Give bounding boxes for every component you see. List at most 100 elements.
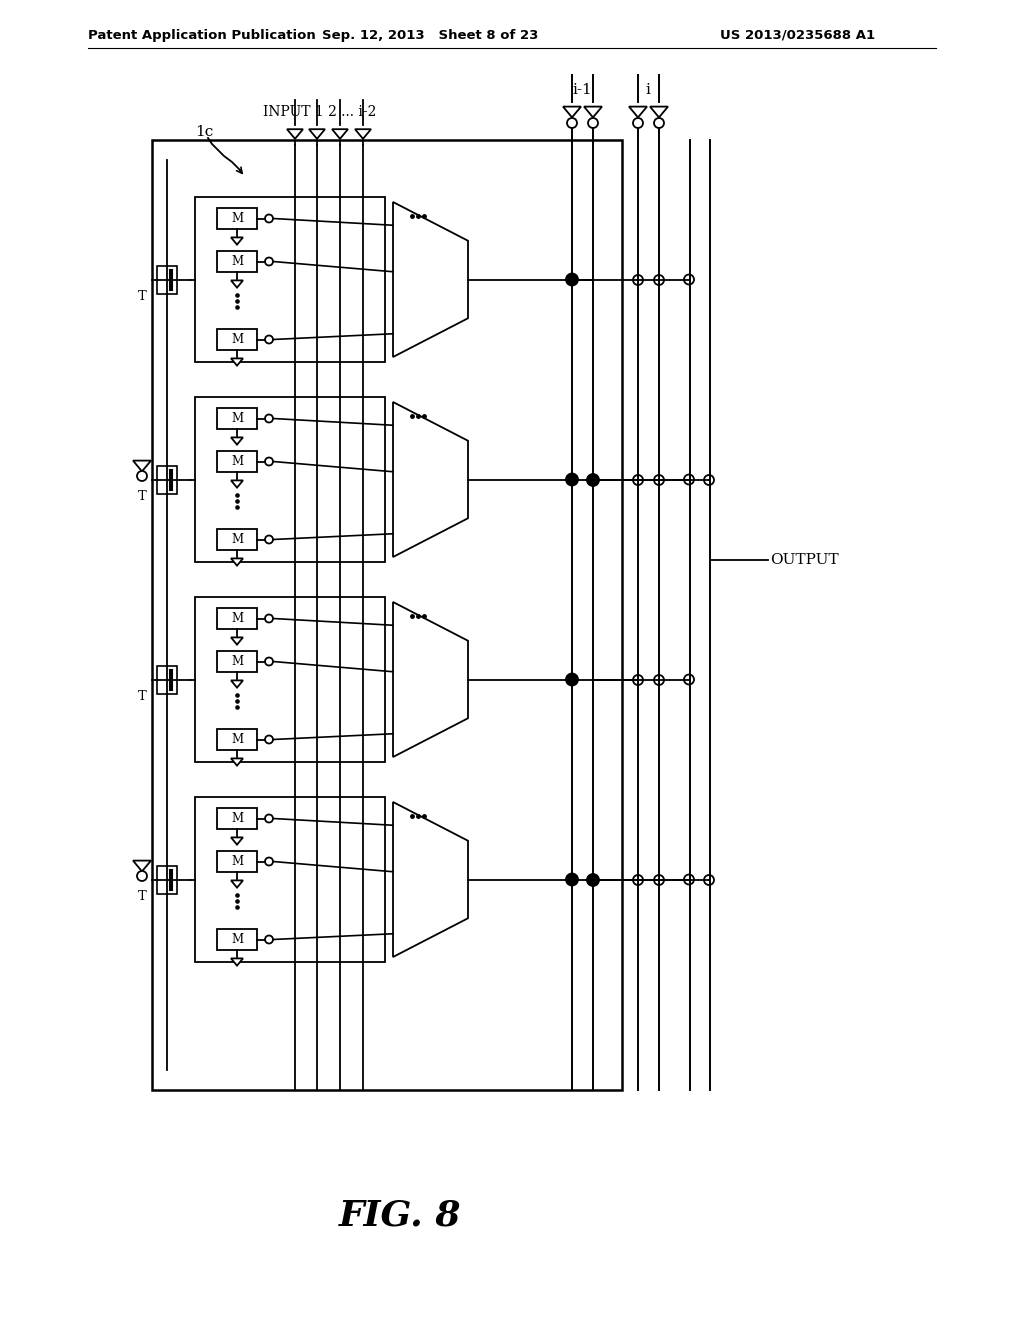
Bar — [157, 667, 177, 694]
Polygon shape — [231, 437, 243, 445]
Circle shape — [566, 673, 578, 685]
Text: M: M — [231, 455, 243, 469]
Bar — [157, 267, 177, 294]
Bar — [217, 651, 257, 672]
Bar — [217, 851, 257, 873]
Polygon shape — [231, 680, 243, 688]
Circle shape — [265, 335, 273, 343]
Circle shape — [587, 874, 599, 886]
Bar — [217, 729, 257, 750]
Text: FIG. 8: FIG. 8 — [339, 1199, 461, 1232]
Bar — [217, 808, 257, 829]
Text: M: M — [231, 933, 243, 946]
Circle shape — [654, 875, 664, 884]
Text: Patent Application Publication: Patent Application Publication — [88, 29, 315, 41]
Circle shape — [633, 475, 643, 484]
Polygon shape — [309, 129, 325, 139]
Circle shape — [265, 458, 273, 466]
Text: T: T — [137, 289, 146, 302]
Bar — [217, 529, 257, 550]
Polygon shape — [393, 803, 468, 957]
Circle shape — [566, 474, 578, 486]
Text: OUTPUT: OUTPUT — [770, 553, 839, 568]
Circle shape — [566, 273, 578, 285]
Polygon shape — [231, 480, 243, 487]
Bar — [217, 329, 257, 350]
Text: Sep. 12, 2013   Sheet 8 of 23: Sep. 12, 2013 Sheet 8 of 23 — [322, 29, 539, 41]
Polygon shape — [393, 602, 468, 756]
Circle shape — [265, 536, 273, 544]
Polygon shape — [332, 129, 348, 139]
Text: M: M — [231, 333, 243, 346]
Circle shape — [654, 675, 664, 685]
Polygon shape — [133, 461, 151, 471]
Circle shape — [633, 675, 643, 685]
Circle shape — [633, 875, 643, 884]
Polygon shape — [231, 238, 243, 244]
Circle shape — [566, 874, 578, 886]
Text: T: T — [137, 490, 146, 503]
Bar — [217, 451, 257, 473]
Text: T: T — [137, 689, 146, 702]
Bar — [217, 408, 257, 429]
Circle shape — [633, 117, 643, 128]
Bar — [195, 197, 385, 362]
Polygon shape — [393, 403, 468, 557]
Polygon shape — [393, 202, 468, 356]
Polygon shape — [355, 129, 371, 139]
Text: INPUT 1 2 ... i-2: INPUT 1 2 ... i-2 — [263, 106, 377, 119]
Text: M: M — [231, 655, 243, 668]
Circle shape — [265, 858, 273, 866]
Circle shape — [265, 735, 273, 743]
Text: M: M — [231, 255, 243, 268]
Circle shape — [137, 471, 147, 480]
Text: M: M — [231, 213, 243, 224]
Circle shape — [684, 874, 694, 884]
Bar — [217, 209, 257, 228]
Circle shape — [265, 414, 273, 422]
Polygon shape — [133, 861, 151, 871]
Circle shape — [265, 615, 273, 623]
Text: i: i — [645, 83, 650, 96]
Circle shape — [684, 675, 694, 685]
Polygon shape — [231, 958, 243, 966]
Polygon shape — [231, 280, 243, 288]
Circle shape — [705, 875, 714, 884]
Circle shape — [265, 214, 273, 223]
Bar — [157, 466, 177, 494]
Circle shape — [137, 871, 147, 880]
Text: M: M — [231, 812, 243, 825]
Circle shape — [588, 117, 598, 128]
Circle shape — [265, 936, 273, 944]
Text: T: T — [137, 890, 146, 903]
Polygon shape — [563, 107, 581, 117]
Text: M: M — [231, 412, 243, 425]
Circle shape — [567, 117, 577, 128]
Polygon shape — [231, 638, 243, 644]
Bar — [217, 609, 257, 630]
Polygon shape — [231, 759, 243, 766]
Text: i-1: i-1 — [572, 83, 592, 96]
Bar — [217, 251, 257, 272]
Bar — [195, 397, 385, 562]
Polygon shape — [629, 107, 647, 117]
Bar — [195, 597, 385, 762]
Circle shape — [633, 275, 643, 285]
Circle shape — [654, 275, 664, 285]
Circle shape — [684, 474, 694, 484]
Text: M: M — [231, 733, 243, 746]
Text: US 2013/0235688 A1: US 2013/0235688 A1 — [720, 29, 876, 41]
Bar — [152, 140, 622, 1090]
Circle shape — [654, 475, 664, 484]
Polygon shape — [231, 880, 243, 887]
Polygon shape — [231, 359, 243, 366]
Circle shape — [265, 657, 273, 665]
Bar — [157, 866, 177, 894]
Circle shape — [705, 475, 714, 484]
Circle shape — [265, 257, 273, 265]
Polygon shape — [287, 129, 303, 139]
Text: M: M — [231, 533, 243, 546]
Circle shape — [587, 474, 599, 486]
Text: 1c: 1c — [195, 125, 213, 139]
Bar — [217, 929, 257, 950]
